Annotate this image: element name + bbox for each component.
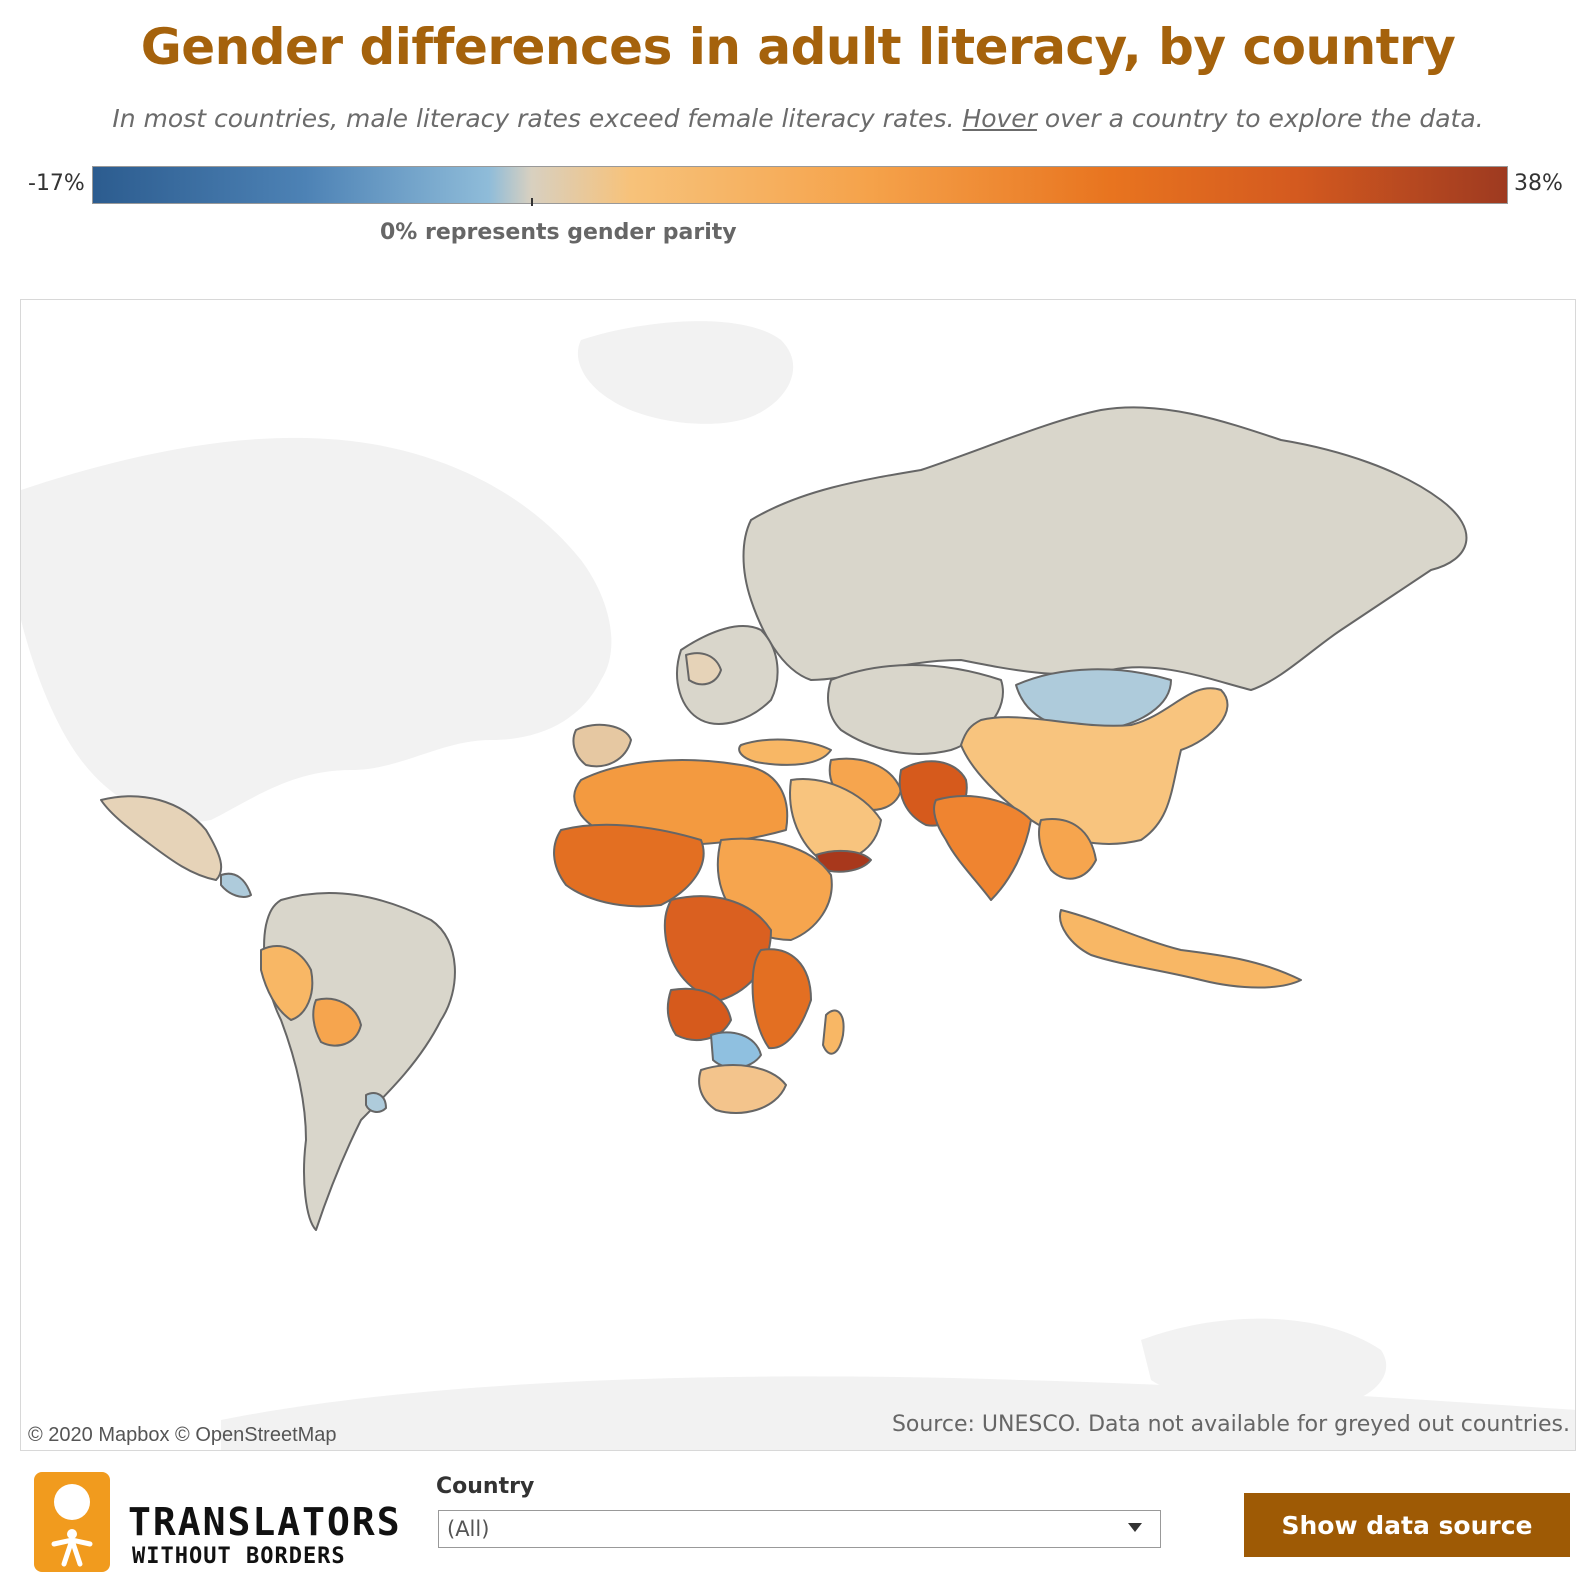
legend-max-label: 38%: [1514, 171, 1563, 196]
country-mozambique[interactable]: [751, 948, 812, 1050]
country-filter-label: Country: [436, 1474, 535, 1499]
country-southeast-asia[interactable]: [1038, 818, 1097, 880]
country-mexico[interactable]: [100, 795, 223, 881]
subtitle-text: In most countries, male literacy rates e…: [112, 104, 963, 133]
country-indonesia[interactable]: [1059, 909, 1302, 989]
country-west-africa[interactable]: [553, 823, 705, 908]
parity-note: 0% represents gender parity: [380, 220, 737, 245]
country-russia[interactable]: [742, 406, 1468, 691]
country-central-america[interactable]: [220, 872, 252, 898]
antarctica-land: [221, 1376, 1575, 1450]
country-india[interactable]: [933, 795, 1032, 901]
country-poland[interactable]: [685, 652, 722, 686]
subtitle-text-end: over a country to explore the data.: [1036, 104, 1484, 133]
country-dropdown-value: (All): [447, 1517, 490, 1541]
show-data-source-button[interactable]: Show data source: [1244, 1493, 1570, 1557]
country-yemen[interactable]: [815, 849, 872, 873]
country-south-africa[interactable]: [698, 1064, 787, 1114]
map-attribution[interactable]: © 2020 Mapbox © OpenStreetMap: [28, 1424, 337, 1446]
logo-line-1: TRANSLATORS: [128, 1500, 402, 1544]
country-botswana[interactable]: [710, 1031, 762, 1069]
translators-without-borders-figure-icon: [34, 1472, 110, 1572]
base-land: [21, 321, 1575, 1450]
country-north-africa[interactable]: [573, 759, 789, 846]
hover-link[interactable]: Hover: [962, 104, 1037, 133]
map-canvas[interactable]: [21, 300, 1576, 1451]
country-turkey[interactable]: [738, 738, 832, 766]
country-spain[interactable]: [572, 723, 632, 768]
country-saudi-arabia[interactable]: [789, 778, 882, 862]
country-china[interactable]: [960, 687, 1229, 845]
country-brazil-group[interactable]: [263, 891, 456, 1231]
page-title: Gender differences in adult literacy, by…: [140, 18, 1456, 76]
world-map[interactable]: [20, 299, 1576, 1451]
country-peru[interactable]: [260, 945, 314, 1021]
north-america-land: [21, 437, 612, 822]
country-europe-group[interactable]: [676, 625, 779, 725]
page-subtitle: In most countries, male literacy rates e…: [0, 104, 1596, 133]
color-legend-bar: [92, 166, 1508, 204]
source-note: Source: UNESCO. Data not available for g…: [891, 1412, 1570, 1437]
country-drc[interactable]: [663, 895, 772, 1001]
country-bolivia[interactable]: [312, 997, 362, 1047]
logo-line-2: WITHOUT BORDERS: [132, 1544, 346, 1569]
country-uruguay[interactable]: [365, 1092, 387, 1113]
greenland-land: [577, 321, 794, 424]
chevron-down-icon[interactable]: [1128, 1523, 1142, 1532]
legend-min-label: -17%: [28, 171, 85, 196]
country-madagascar[interactable]: [822, 1009, 845, 1055]
parity-tick: [531, 198, 533, 206]
country-dropdown[interactable]: (All): [438, 1510, 1161, 1548]
